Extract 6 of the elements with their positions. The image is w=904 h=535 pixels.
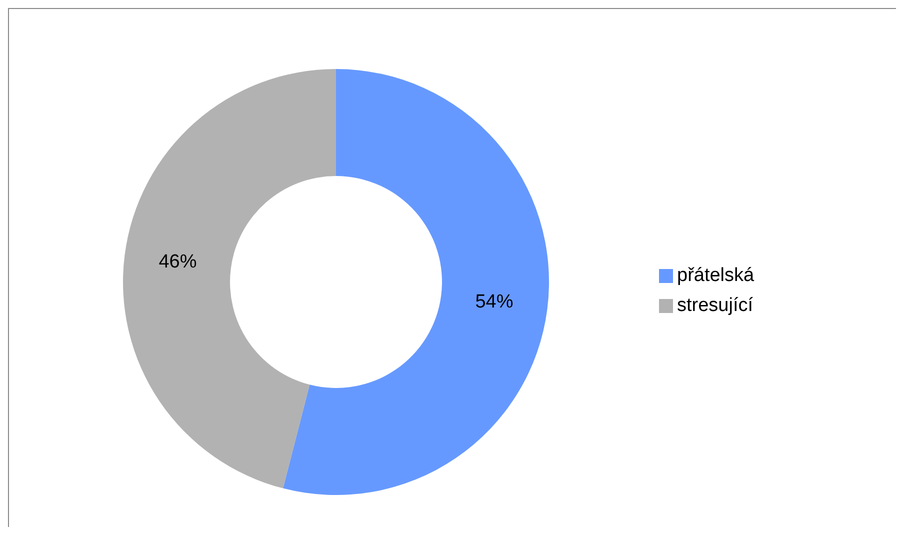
data-label: 54% xyxy=(475,291,514,312)
donut-slice xyxy=(123,69,336,488)
legend-label: přátelská xyxy=(677,265,754,286)
data-label: 46% xyxy=(158,252,197,273)
donut-slice xyxy=(283,69,549,495)
legend-label: stresující xyxy=(677,295,754,316)
